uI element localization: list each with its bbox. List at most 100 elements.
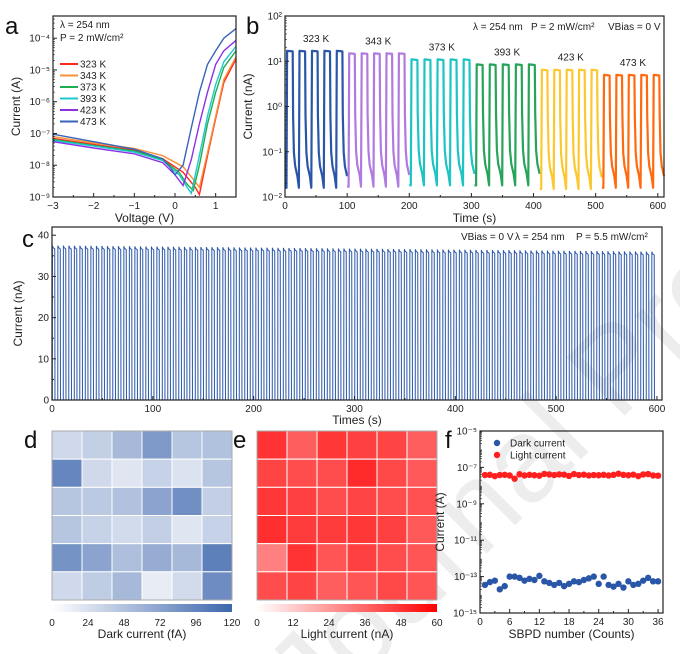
colorbar: [257, 604, 437, 612]
legend-label: 343 K: [80, 71, 106, 82]
y-tick-label: 10⁻²: [262, 193, 282, 204]
scatter-point: [610, 583, 617, 590]
y-tick-label: 10¹: [268, 57, 283, 68]
heatmap-cell: [111, 430, 143, 460]
scatter-point: [516, 471, 523, 478]
heatmap-cell: [51, 458, 83, 488]
heatmap-cell: [81, 515, 113, 545]
heatmap-cell: [316, 543, 348, 573]
series-label: 323 K: [303, 34, 329, 45]
x-tick-label: 12: [534, 617, 546, 628]
heatmap-cell: [346, 486, 378, 517]
x-axis-label: SBPD number (Counts): [508, 627, 634, 641]
y-tick-label: 10⁻⁹: [456, 499, 477, 510]
heatmap-cell: [171, 430, 203, 460]
scatter-point: [486, 471, 494, 479]
scatter-point: [560, 582, 568, 590]
scatter-point: [511, 475, 518, 482]
x-tick-label: 0: [49, 404, 55, 415]
scatter-point: [575, 578, 583, 586]
x-tick-label: 100: [339, 201, 356, 212]
annotation-bias: VBias = 0 V: [608, 22, 661, 33]
heatmap-cell: [141, 486, 173, 517]
panel-label-e: e: [233, 427, 246, 454]
x-tick-label: 0: [172, 201, 178, 212]
heatmap-cell: [81, 543, 113, 573]
heatmap-cell: [171, 486, 203, 517]
scatter-point: [546, 579, 553, 587]
series-label: 473 K: [620, 58, 646, 69]
colorbar-tick-label: 48: [395, 618, 407, 629]
heatmap-cell: [256, 486, 288, 517]
scatter-point: [541, 470, 548, 478]
scatter-point: [501, 582, 508, 590]
heatmap-cell: [111, 486, 143, 517]
y-axis-label: Current (A): [433, 492, 447, 551]
x-axis-label: Times (s): [332, 413, 382, 427]
scatter-point: [635, 472, 642, 480]
series-line-423k: [53, 39, 236, 188]
series-line-393k: [53, 45, 236, 196]
colorbar-tick-label: 36: [359, 618, 371, 629]
scatter-point: [555, 579, 563, 587]
series-group-a: [53, 28, 236, 197]
x-tick-label: 200: [401, 201, 418, 212]
scatter-point: [580, 471, 588, 478]
heatmap-cell: [286, 543, 318, 573]
heatmap-cell: [286, 515, 318, 545]
series-line-473k: [601, 73, 666, 189]
scatter-point: [550, 581, 558, 589]
heatmap-cell: [406, 458, 438, 488]
scatter-point: [506, 573, 513, 580]
series-group-b: [285, 49, 666, 191]
heatmap-cell: [171, 571, 203, 601]
x-tick-label: 500: [587, 201, 604, 212]
series-group-light-current: [481, 470, 662, 482]
colorbar-tick-label: 72: [154, 618, 166, 629]
series-line-photocurrent: [51, 245, 657, 401]
scatter-point: [654, 472, 662, 479]
scatter-point: [625, 472, 632, 479]
heatmap-cell: [201, 543, 233, 573]
scatter-point: [585, 472, 593, 479]
heatmap-cell: [201, 430, 233, 460]
scatter-point: [496, 471, 503, 479]
scatter-point: [526, 575, 533, 583]
x-tick-label: 30: [623, 617, 635, 628]
legend-label: 393 K: [80, 94, 106, 105]
scatter-point: [654, 578, 662, 585]
scatter-point: [640, 471, 647, 478]
heatmap-cell: [346, 458, 378, 488]
heatmap-d: [51, 430, 233, 601]
scatter-point: [605, 581, 612, 589]
x-tick-label: 24: [593, 617, 605, 628]
y-tick-label: 0: [43, 396, 49, 407]
scatter-point: [625, 578, 632, 585]
heatmap-cell: [316, 430, 348, 460]
y-tick-label: 10⁻¹¹: [454, 536, 478, 547]
series-line-323k: [285, 49, 349, 189]
heatmap-cell: [376, 515, 408, 545]
scatter-point: [600, 471, 607, 479]
colorbar-tick-label: 60: [431, 618, 443, 629]
y-tick-label: 30: [38, 272, 50, 283]
heatmap-cell: [141, 543, 173, 573]
colorbar-tick-label: 24: [82, 618, 94, 629]
scatter-point: [536, 472, 543, 479]
annotation-wavelength: λ = 254 nm: [60, 20, 110, 31]
y-tick-label: 10⁻⁵: [456, 427, 477, 438]
heatmap-cell: [81, 486, 113, 517]
scatter-point: [531, 472, 538, 479]
heatmap-cell: [81, 571, 113, 601]
y-tick-label: 10⁻⁴: [29, 34, 50, 45]
scatter-point: [640, 577, 647, 584]
y-tick-label: 10⁻¹⁵: [453, 609, 477, 620]
x-tick-label: 500: [548, 404, 565, 415]
heatmap-cell: [201, 515, 233, 545]
scatter-point: [585, 575, 593, 582]
y-tick-label: 10⁰: [267, 102, 282, 113]
scatter-point: [610, 471, 617, 479]
scatter-point: [649, 472, 657, 479]
scatter-point: [521, 472, 528, 479]
